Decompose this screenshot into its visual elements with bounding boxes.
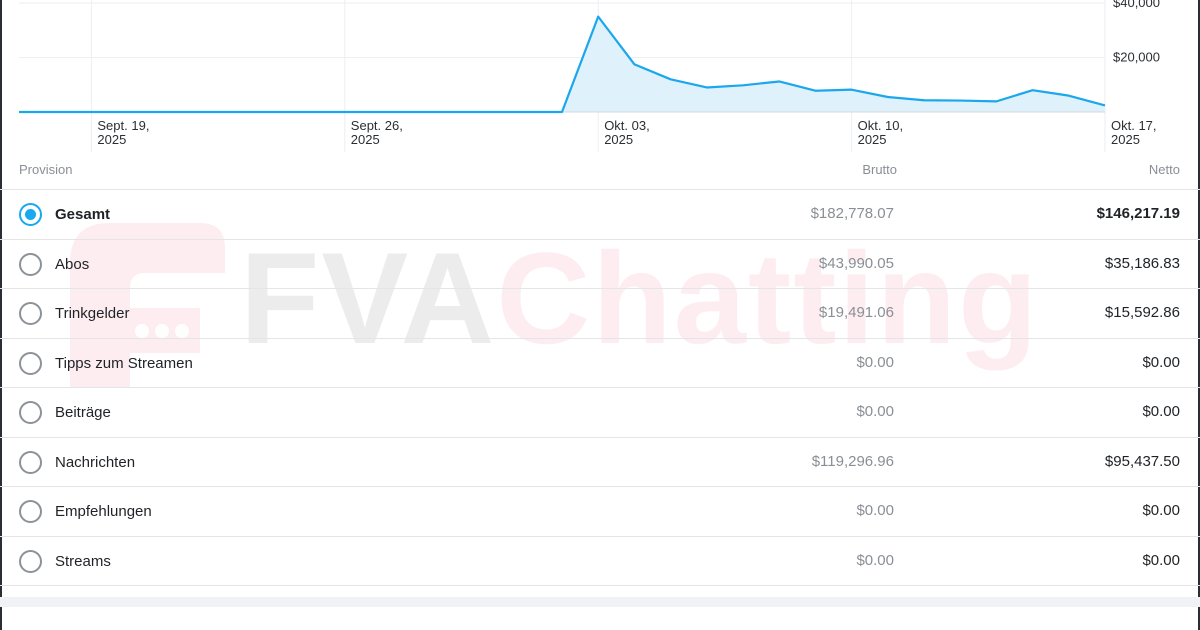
- radio-button[interactable]: [19, 401, 42, 424]
- row-label: Nachrichten: [55, 453, 136, 471]
- y-tick-label: $40,000: [1113, 0, 1160, 10]
- x-tick-label: Okt. 03,: [604, 118, 650, 133]
- table-row-beitraege[interactable]: Beiträge $0.00 $0.00: [0, 388, 1200, 438]
- x-tick-label-year: 2025: [858, 132, 887, 147]
- row-label: Tipps zum Streamen: [55, 354, 193, 372]
- row-netto: $0.00: [1142, 403, 1180, 420]
- row-netto: $15,592.86: [1104, 304, 1180, 321]
- row-label: Empfehlungen: [55, 503, 152, 520]
- radio-button[interactable]: [19, 302, 42, 325]
- row-label: Trinkgelder: [55, 305, 130, 322]
- radio-button[interactable]: [19, 351, 42, 375]
- x-tick-label-year: 2025: [97, 132, 126, 147]
- row-brutto: $182,778.07: [810, 205, 894, 222]
- row-brutto: $0.00: [856, 502, 894, 519]
- x-tick-label-year: 2025: [351, 132, 380, 147]
- header-netto: Netto: [1148, 162, 1180, 177]
- row-brutto: $0.00: [856, 551, 894, 569]
- row-brutto: $0.00: [856, 353, 894, 371]
- x-tick-label-year: 2025: [604, 132, 633, 147]
- row-brutto: $19,491.06: [818, 304, 894, 321]
- table-row-trinkgelder[interactable]: Trinkgelder $19,491.06 $15,592.86: [0, 289, 1200, 339]
- y-tick-label: $20,000: [1113, 50, 1160, 65]
- x-tick-label-year: 2025: [1111, 132, 1140, 147]
- row-netto: $146,217.19: [1096, 205, 1180, 222]
- x-tick-label: Okt. 17,: [1111, 118, 1157, 133]
- table-row-tipps-zum-streamen[interactable]: Tipps zum Streamen $0.00 $0.00: [0, 339, 1200, 388]
- row-brutto: $0.00: [856, 403, 894, 420]
- radio-button[interactable]: [19, 203, 42, 226]
- row-netto: $0.00: [1142, 353, 1180, 371]
- table-row-gesamt[interactable]: Gesamt $182,778.07 $146,217.19: [0, 190, 1200, 240]
- row-brutto: $119,296.96: [811, 452, 894, 470]
- row-netto: $95,437.50: [1104, 452, 1180, 470]
- radio-button[interactable]: [19, 549, 42, 573]
- radio-button[interactable]: [19, 450, 42, 474]
- footer-band: [0, 597, 1200, 607]
- header-provision: Provision: [19, 162, 73, 177]
- row-label: Abos: [55, 255, 90, 273]
- table-row-empfehlungen[interactable]: Empfehlungen $0.00 $0.00: [0, 487, 1200, 537]
- radio-button[interactable]: [19, 252, 42, 276]
- x-tick-label: Sept. 19,: [97, 118, 149, 133]
- table-row-nachrichten[interactable]: Nachrichten $119,296.96 $95,437.50: [0, 438, 1200, 487]
- row-netto: $35,186.83: [1104, 254, 1180, 272]
- row-label: Gesamt: [55, 206, 111, 223]
- series-line: [19, 15, 1106, 114]
- row-netto: $0.00: [1142, 502, 1180, 519]
- row-netto: $0.00: [1142, 551, 1180, 569]
- earnings-chart: Sept. 19, 2025 Sept. 26, 2025 Okt. 03, 2025 Ok…: [0, 0, 1200, 155]
- area-fill: [19, 16, 1105, 112]
- table-row-abos[interactable]: Abos $43,990.05 $35,186.83: [0, 240, 1200, 289]
- table-header: Provision Brutto Netto: [0, 155, 1200, 190]
- radio-button[interactable]: [19, 500, 42, 523]
- x-tick-label: Sept. 26,: [351, 118, 403, 133]
- x-tick-label: Okt. 10,: [858, 118, 904, 133]
- row-brutto: $43,990.05: [818, 254, 894, 272]
- table-row-streams[interactable]: Streams $0.00 $0.00: [0, 537, 1200, 586]
- row-label: Beiträge: [55, 404, 111, 421]
- header-brutto: Brutto: [862, 162, 897, 177]
- row-label: Streams: [55, 552, 111, 570]
- commission-table: Provision Brutto Netto Gesamt $182,778.0…: [0, 155, 1200, 586]
